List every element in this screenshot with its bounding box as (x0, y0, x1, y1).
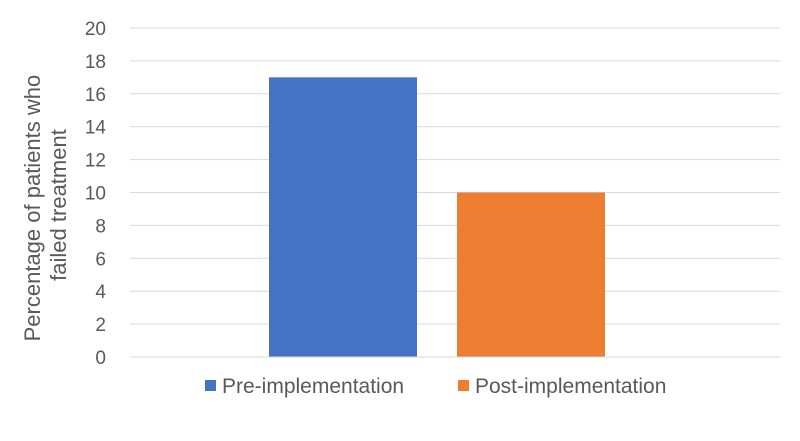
y-tick-label: 2 (95, 315, 106, 336)
y-tick-label: 4 (95, 282, 106, 303)
y-tick-label: 8 (95, 216, 106, 237)
y-tick-label: 6 (95, 249, 106, 270)
legend-swatch-pre (205, 380, 216, 391)
bar-post-implementation (457, 192, 605, 357)
y-tick-label: 0 (95, 348, 106, 369)
y-axis-tick-labels: 0 2 4 6 8 10 12 14 16 18 20 (85, 19, 107, 369)
bars (269, 77, 605, 357)
legend: Pre-implementation Post-implementation (205, 375, 666, 398)
y-tick-label: 18 (85, 52, 106, 73)
y-axis-title-line-2: failed treatment (46, 129, 71, 281)
y-axis-title-line-1: Percentage of patients who (20, 75, 45, 342)
legend-label-post: Post-implementation (475, 375, 666, 398)
y-axis-title: Percentage of patients who failed treatm… (20, 69, 71, 342)
bar-pre-implementation (269, 77, 417, 357)
legend-label-pre: Pre-implementation (222, 375, 404, 398)
y-tick-label: 16 (85, 85, 106, 106)
gridlines (130, 27, 780, 325)
y-tick-label: 14 (85, 118, 107, 139)
y-tick-label: 12 (85, 151, 106, 172)
legend-swatch-post (458, 380, 469, 391)
y-tick-label: 20 (85, 19, 106, 40)
y-tick-label: 10 (85, 184, 106, 205)
